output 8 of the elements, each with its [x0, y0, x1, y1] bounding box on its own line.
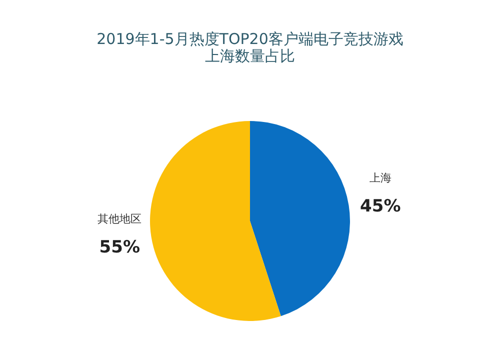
pie-slice: [250, 121, 350, 316]
slice-label: 上海: [369, 171, 392, 184]
data-label: 45%: [360, 196, 401, 216]
data-label: 55%: [99, 238, 140, 258]
chart-subtitle: 上海数量占比: [205, 47, 295, 65]
slice-label: 其他地区: [98, 212, 142, 226]
pie-slice: [150, 121, 281, 321]
chart-title: 2019年1-5月热度TOP20客户端电子竞技游戏: [96, 30, 404, 48]
